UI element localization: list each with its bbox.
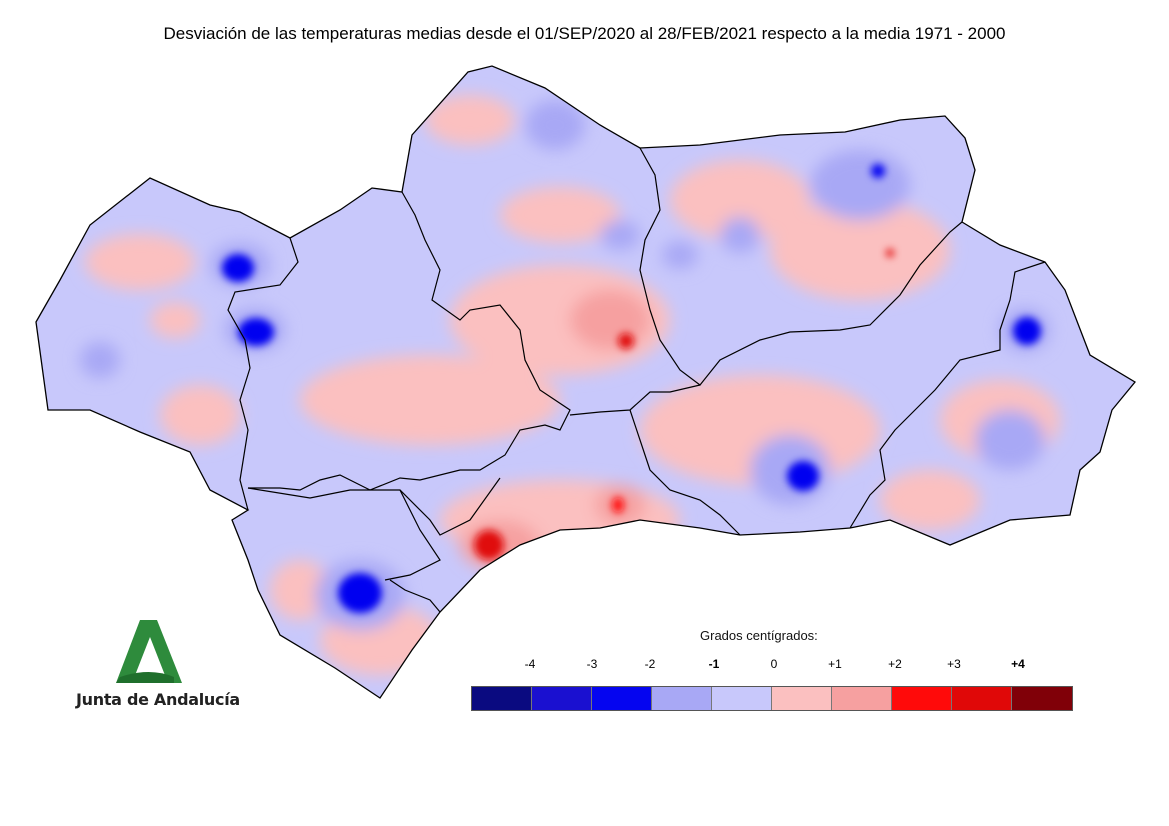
province-boundaries xyxy=(227,147,1046,613)
legend-label: -3 xyxy=(586,657,598,671)
legend-swatch-0 xyxy=(472,687,532,710)
legend-swatch-7 xyxy=(892,687,952,710)
legend-swatch-4 xyxy=(712,687,772,710)
legend-label: -4 xyxy=(524,657,536,671)
legend-swatch-3 xyxy=(652,687,712,710)
legend-swatch-9 xyxy=(1012,687,1072,710)
map-title: Desviación de las temperaturas medias de… xyxy=(163,24,1006,43)
legend-color-bar xyxy=(471,686,1073,711)
legend-label: -2 xyxy=(644,657,656,671)
legend-label: +4 xyxy=(1011,657,1025,671)
legend-swatch-6 xyxy=(832,687,892,710)
legend-label: +2 xyxy=(888,657,902,671)
legend-swatch-5 xyxy=(772,687,832,710)
legend-label: +1 xyxy=(828,657,842,671)
logo-text: Junta de Andalucía xyxy=(76,690,240,709)
legend-swatch-1 xyxy=(532,687,592,710)
legend-label: 0 xyxy=(770,657,778,671)
legend-label: +3 xyxy=(947,657,961,671)
junta-logo-icon xyxy=(116,620,182,683)
legend-swatch-8 xyxy=(952,687,1012,710)
legend-label: -1 xyxy=(708,657,720,671)
legend-labels: -4 -3 -2 -1 0 +1 +2 +3 +4 xyxy=(500,657,1060,675)
legend-title: Grados centígrados: xyxy=(700,628,818,643)
legend-swatch-2 xyxy=(592,687,652,710)
